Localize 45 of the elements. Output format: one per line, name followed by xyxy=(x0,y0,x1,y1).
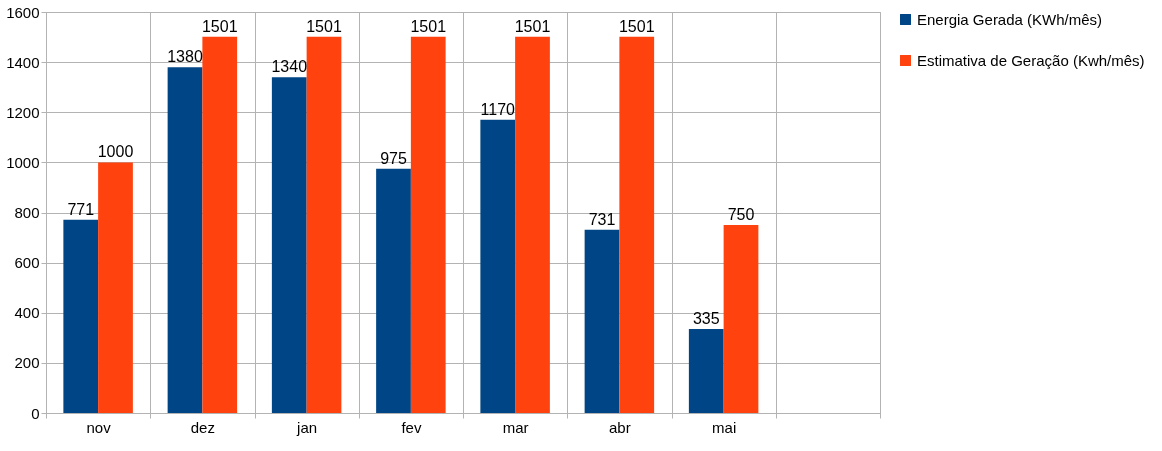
data-label: 1340 xyxy=(271,58,308,76)
bar xyxy=(167,67,203,413)
x-tick-label: fev xyxy=(401,418,422,436)
bar xyxy=(584,229,620,413)
x-tick-label: jan xyxy=(296,418,318,436)
data-label: 1000 xyxy=(97,143,134,161)
data-label: 731 xyxy=(588,210,616,228)
bar xyxy=(306,36,342,413)
bar xyxy=(619,36,655,413)
data-label: 750 xyxy=(727,206,755,224)
legend-label: Estimativa de Geração (Kwh/mês) xyxy=(917,51,1145,69)
x-tick-label: mai xyxy=(712,418,737,436)
bar xyxy=(723,225,759,413)
bar xyxy=(202,36,238,413)
y-tick-label: 800 xyxy=(14,204,40,221)
bar xyxy=(410,36,446,413)
data-label: 975 xyxy=(380,149,407,167)
y-tick-label: 600 xyxy=(14,254,40,272)
y-tick-label: 1400 xyxy=(6,53,40,71)
bar xyxy=(376,168,411,413)
y-tick-label: 1200 xyxy=(6,103,40,121)
data-label: 1501 xyxy=(410,17,447,35)
data-label: 335 xyxy=(692,310,720,328)
y-tick-label: 200 xyxy=(14,354,40,372)
y-tick-label: 1000 xyxy=(6,153,40,171)
data-label: 1170 xyxy=(480,100,516,118)
x-tick-label: abr xyxy=(609,418,631,436)
y-tick-label: 0 xyxy=(31,404,40,422)
data-label: 1501 xyxy=(306,17,342,35)
y-tick-label: 1600 xyxy=(6,3,40,21)
y-tick-label: 400 xyxy=(14,304,40,322)
bar xyxy=(515,36,550,413)
data-label: 1501 xyxy=(618,17,655,35)
data-label: 771 xyxy=(67,200,95,218)
x-tick-label: nov xyxy=(86,418,112,436)
bar xyxy=(271,77,307,413)
bar xyxy=(480,119,516,413)
bar xyxy=(63,219,99,413)
bar xyxy=(688,329,724,413)
data-label: 1501 xyxy=(201,17,238,35)
legend-label: Energia Gerada (KWh/mês) xyxy=(917,10,1103,28)
bar xyxy=(98,162,133,413)
x-tick-label: dez xyxy=(190,418,215,436)
x-tick-label: mar xyxy=(502,418,529,436)
data-label: 1501 xyxy=(514,17,551,35)
